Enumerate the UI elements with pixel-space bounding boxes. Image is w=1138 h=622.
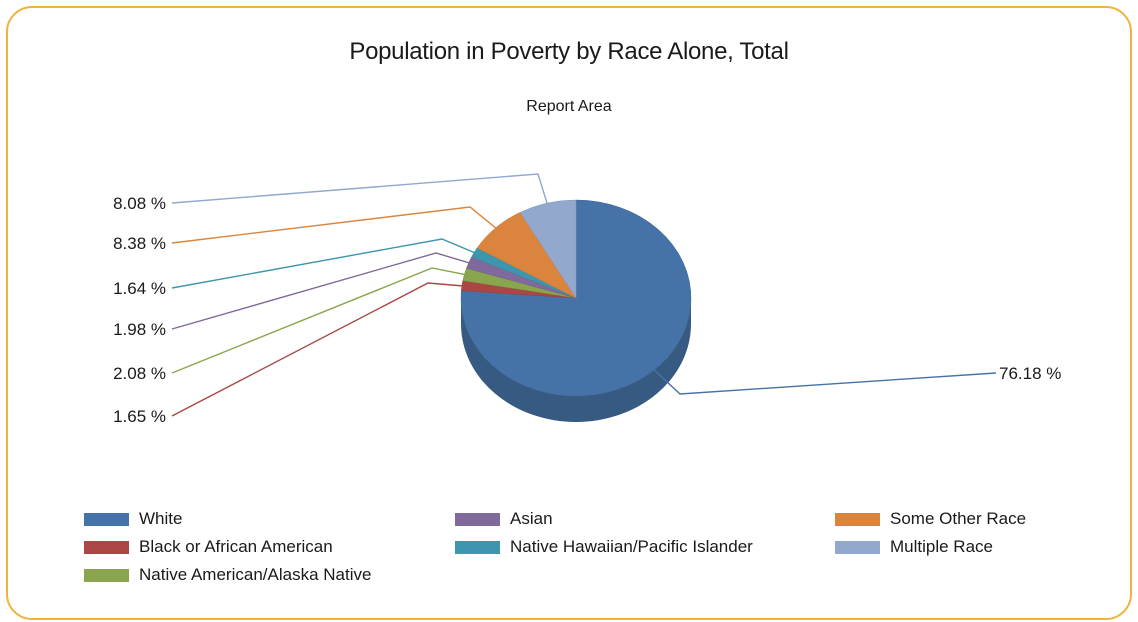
data-label-asian: 1.98 % <box>113 320 166 339</box>
leader-line-white <box>647 363 997 395</box>
leader-line-asian <box>171 252 478 330</box>
data-label-some-other-race: 8.38 % <box>113 234 166 253</box>
legend-label-black-or-african-american: Black or African American <box>139 537 333 556</box>
leader-line-black-or-african-american <box>171 282 472 417</box>
data-label-native-american-alaska-native: 2.08 % <box>113 364 166 383</box>
leader-line-native-hawaiian-pacific-islander <box>171 238 483 289</box>
legend-item-native-american-alaska-native[interactable]: Native American/Alaska Native <box>84 565 371 585</box>
data-label-native-hawaiian-pacific-islander: 1.64 % <box>113 279 166 298</box>
legend-label-some-other-race: Some Other Race <box>890 509 1027 528</box>
chart-subtitle: Report Area <box>526 98 612 115</box>
legend-label-white: White <box>139 509 183 528</box>
legend-swatch-asian <box>455 512 500 526</box>
data-label-black-or-african-american: 1.65 % <box>113 407 166 426</box>
legend-swatch-black-or-african-american <box>84 540 129 554</box>
legend-item-white[interactable]: White <box>84 509 182 529</box>
legend-swatch-some-other-race <box>835 512 880 526</box>
legend-item-asian[interactable]: Asian <box>455 509 553 529</box>
legend-swatch-native-american-alaska-native <box>84 568 129 582</box>
leader-line-native-american-alaska-native <box>171 267 474 374</box>
legend-label-native-american-alaska-native: Native American/Alaska Native <box>139 565 372 584</box>
legend-label-multiple-race: Multiple Race <box>890 537 993 556</box>
pie-side <box>461 298 691 422</box>
legend-label-native-hawaiian-pacific-islander: Native Hawaiian/Pacific Islander <box>510 537 753 556</box>
leader-line-some-other-race <box>171 206 503 244</box>
legend-item-black-or-african-american[interactable]: Black or African American <box>84 537 333 557</box>
data-label-multiple-race: 8.08 % <box>113 194 166 213</box>
pie-side-white <box>461 298 691 422</box>
legend-swatch-native-hawaiian-pacific-islander <box>455 540 500 554</box>
legend-item-multiple-race[interactable]: Multiple Race <box>835 537 993 557</box>
legend-swatch-white <box>84 512 129 526</box>
legend-label-asian: Asian <box>510 509 553 528</box>
chart-title: Population in Poverty by Race Alone, Tot… <box>349 38 789 65</box>
data-label-white: 76.18 % <box>999 364 1061 383</box>
legend-item-some-other-race[interactable]: Some Other Race <box>835 509 1026 529</box>
legend-swatch-multiple-race <box>835 540 880 554</box>
legend-item-native-hawaiian-pacific-islander[interactable]: Native Hawaiian/Pacific Islander <box>455 537 753 557</box>
leader-line-multiple-race <box>171 173 551 211</box>
